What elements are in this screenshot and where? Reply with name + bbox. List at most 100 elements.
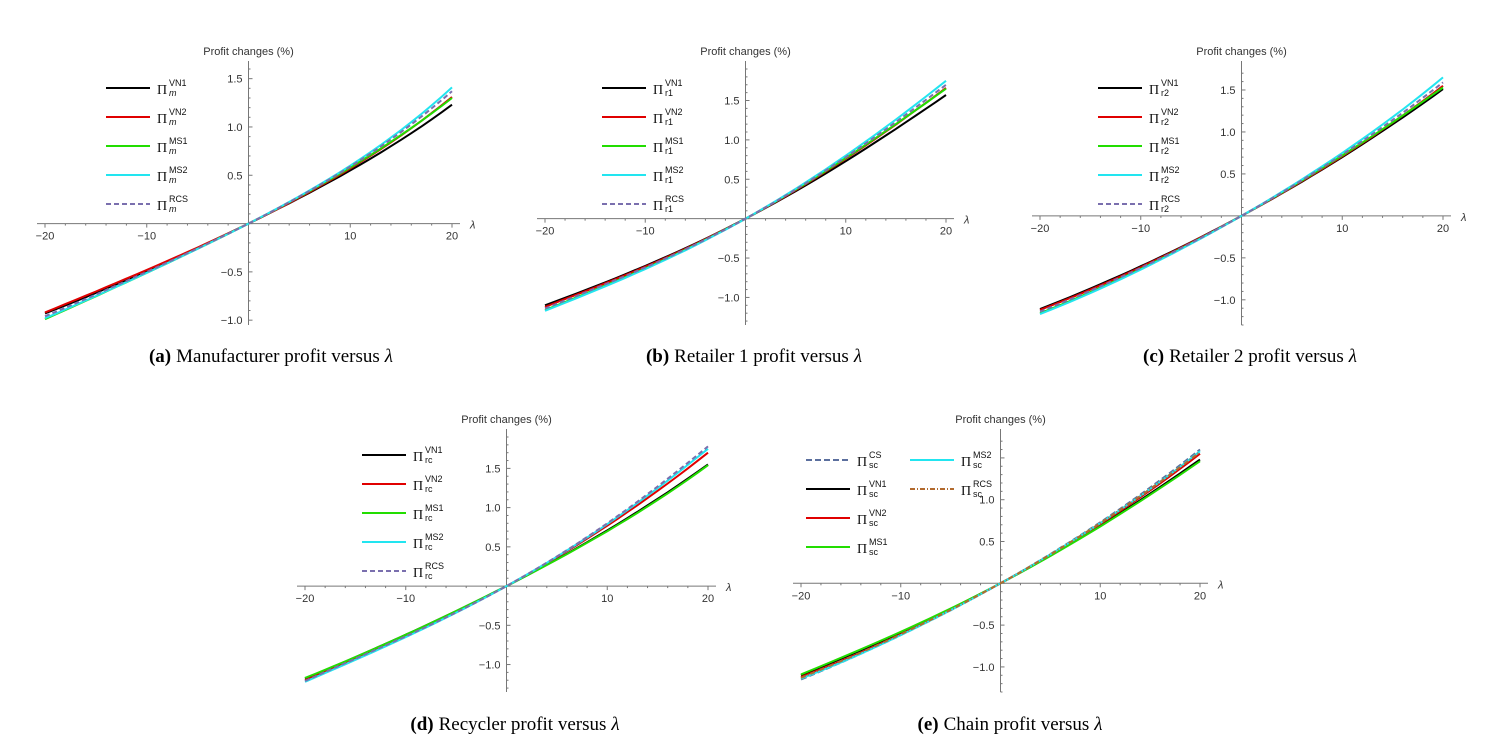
chart-panel-e: −20 −10 10 20 −1.0 −0.5 0.5 1.0 Profit changes (… [792, 414, 1224, 735]
y-tick-label: 0.5 [485, 542, 500, 554]
y-tick-label: 1.5 [1220, 85, 1235, 97]
legend-subscript: m [169, 175, 177, 185]
panel-caption: (d) Recycler profit versus λ [410, 714, 619, 735]
legend-subscript: rc [425, 455, 433, 465]
legend-subscript: r2 [1161, 204, 1169, 214]
legend-symbol: Π [157, 83, 167, 98]
y-tick-label: 1.0 [485, 503, 500, 515]
caption-text: Retailer 2 profit versus [1169, 346, 1344, 367]
legend-subscript: r1 [665, 204, 673, 214]
chart-panel-b: −20 −10 10 20 −1.0 −0.5 0.5 1.0 1.5 Profit change… [536, 46, 970, 367]
y-tick-label: 1.5 [724, 96, 739, 108]
y-tick-label: 1.0 [1220, 127, 1235, 139]
x-tick-label: 10 [601, 593, 613, 605]
legend-symbol: Π [857, 484, 867, 499]
legend-superscript: RCS [425, 561, 444, 571]
caption-text: Retailer 1 profit versus [674, 346, 849, 367]
legend-symbol: Π [157, 141, 167, 156]
legend-symbol: Π [157, 170, 167, 185]
series-line-ms2 [1039, 76, 1444, 316]
panel-caption: (c) Retailer 2 profit versus λ [1143, 346, 1357, 367]
legend-subscript: r2 [1161, 175, 1169, 185]
legend-symbol: Π [413, 450, 423, 465]
panel-caption: (a) Manufacturer profit versus λ [149, 346, 393, 367]
caption-symbol: λ [853, 346, 862, 367]
legend-symbol: Π [653, 199, 663, 214]
legend-symbol: Π [857, 455, 867, 470]
panel-caption: (b) Retailer 1 profit versus λ [646, 346, 862, 367]
legend-symbol: Π [1149, 112, 1159, 127]
legend-symbol: Π [1149, 141, 1159, 156]
legend-superscript: MS1 [169, 136, 188, 146]
legend-superscript: VN1 [1161, 78, 1179, 88]
caption-letter: (b) [646, 346, 669, 367]
caption-symbol: λ [384, 346, 393, 367]
series-line-rcs [1039, 81, 1444, 313]
legend-superscript: VN1 [425, 445, 443, 455]
x-axis-title: λ [469, 220, 475, 232]
x-axis-title: λ [1217, 579, 1223, 591]
x-tick-label: −10 [1131, 223, 1150, 235]
x-tick-label: 10 [840, 226, 852, 238]
legend-symbol: Π [857, 542, 867, 557]
x-tick-label: 10 [1094, 590, 1106, 602]
legend-symbol: Π [961, 455, 971, 470]
x-tick-label: −10 [396, 593, 415, 605]
legend-symbol: Π [413, 508, 423, 523]
y-axis-title: Profit changes (%) [700, 46, 790, 58]
y-tick-label: 0.5 [227, 170, 242, 182]
legend-superscript: VN2 [425, 474, 443, 484]
legend-symbol: Π [413, 537, 423, 552]
x-tick-label: −20 [1031, 223, 1050, 235]
legend-symbol: Π [157, 112, 167, 127]
x-tick-label: −20 [296, 593, 315, 605]
legend-superscript: RCS [1161, 194, 1180, 204]
x-tick-label: −20 [536, 226, 555, 238]
legend-subscript: r2 [1161, 88, 1169, 98]
y-tick-label: −0.5 [718, 253, 740, 265]
legend-superscript: MS2 [973, 450, 992, 460]
legend-superscript: VN2 [665, 107, 683, 117]
legend-superscript: VN2 [1161, 107, 1179, 117]
y-tick-label: −0.5 [221, 267, 243, 279]
legend-symbol: Π [961, 484, 971, 499]
legend-symbol: Π [653, 141, 663, 156]
caption-symbol: λ [610, 714, 619, 735]
legend-symbol: Π [157, 199, 167, 214]
caption-symbol: λ [1093, 714, 1102, 735]
x-tick-label: 20 [1437, 223, 1449, 235]
legend-superscript: VN1 [665, 78, 683, 88]
caption-text: Chain profit versus [944, 714, 1090, 735]
y-tick-label: −1.0 [973, 662, 995, 674]
legend-subscript: rc [425, 513, 433, 523]
x-axis-title: λ [963, 215, 969, 227]
legend-subscript: sc [973, 460, 983, 470]
x-tick-label: −10 [636, 226, 655, 238]
legend-subscript: sc [869, 460, 879, 470]
y-axis-title: Profit changes (%) [203, 46, 293, 58]
x-axis-title: λ [725, 582, 731, 594]
y-tick-label: −1.0 [221, 315, 243, 327]
legend-subscript: m [169, 117, 177, 127]
legend-subscript: r2 [1161, 146, 1169, 156]
legend-superscript: RCS [169, 194, 188, 204]
legend-superscript: VN2 [169, 107, 187, 117]
